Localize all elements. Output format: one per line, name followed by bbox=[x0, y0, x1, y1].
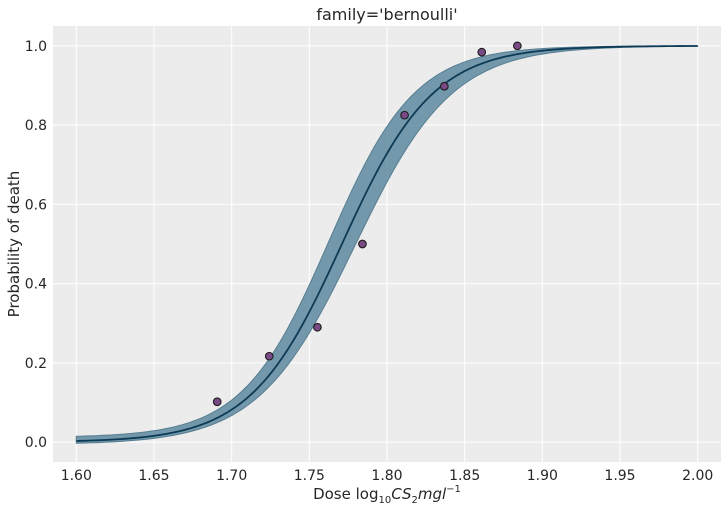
y-tick-label: 0.4 bbox=[25, 277, 47, 293]
x-axis-label-math-subscript: 2 bbox=[411, 495, 417, 506]
observed-points bbox=[212, 41, 522, 407]
x-axis-label-prefix: Dose log bbox=[313, 485, 378, 503]
y-tick-label: 0.2 bbox=[25, 356, 47, 372]
x-axis-label-subscript: 10 bbox=[378, 495, 391, 506]
x-axis-label-superscript: −1 bbox=[446, 484, 461, 495]
x-tick-label: 1.75 bbox=[294, 468, 325, 484]
x-tick-label: 1.90 bbox=[527, 468, 558, 484]
x-tick-label: 2.00 bbox=[682, 468, 713, 484]
chart-title: family='bernoulli' bbox=[316, 5, 457, 24]
data-point bbox=[313, 322, 322, 332]
y-tick-label: 1.0 bbox=[25, 39, 47, 55]
x-tick-label: 1.65 bbox=[138, 468, 169, 484]
y-tick-labels: 0.0 0.2 0.4 0.6 0.8 1.0 bbox=[25, 39, 47, 451]
data-point bbox=[264, 351, 274, 361]
x-tick-label: 1.70 bbox=[216, 468, 247, 484]
y-tick-label: 0.6 bbox=[25, 197, 47, 213]
y-tick-label: 0.8 bbox=[25, 118, 47, 134]
x-tick-labels: 1.60 1.65 1.70 1.75 1.80 1.85 1.90 1.95 2.00 bbox=[61, 468, 714, 484]
x-tick-label: 1.60 bbox=[61, 468, 92, 484]
x-axis-label-math-b: mgl bbox=[418, 485, 447, 503]
data-point bbox=[512, 41, 522, 51]
y-tick-label: 0.0 bbox=[25, 435, 47, 451]
data-point bbox=[400, 110, 409, 120]
data-point bbox=[477, 47, 487, 57]
x-tick-label: 1.95 bbox=[604, 468, 635, 484]
x-tick-label: 1.80 bbox=[371, 468, 402, 484]
x-axis-label-math-a: CS bbox=[391, 485, 412, 503]
y-axis-label: Probability of death bbox=[5, 171, 23, 318]
data-point bbox=[439, 81, 449, 91]
grid bbox=[53, 26, 721, 462]
x-tick-label: 1.85 bbox=[449, 468, 480, 484]
data-point bbox=[358, 239, 367, 249]
fitted-curve bbox=[76, 45, 698, 442]
data-point bbox=[212, 397, 222, 407]
x-axis-label: Dose log10CS2mgl−1 bbox=[313, 484, 461, 506]
